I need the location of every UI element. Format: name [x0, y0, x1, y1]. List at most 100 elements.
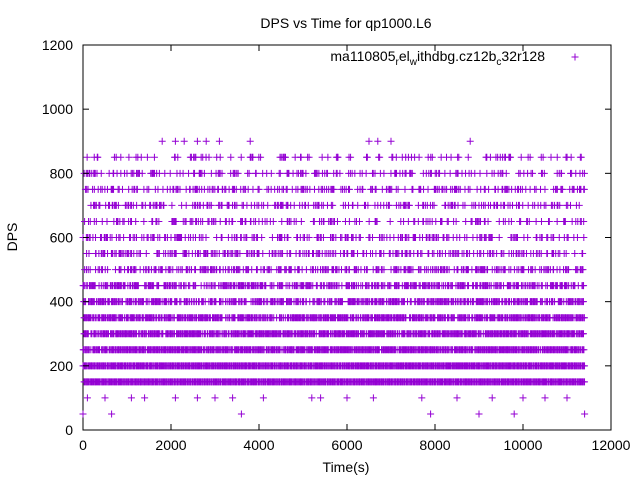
data-point — [101, 394, 109, 402]
x-tick-label: 10000 — [504, 437, 543, 453]
data-point — [579, 250, 587, 258]
data-point — [347, 153, 355, 161]
data-point — [488, 394, 496, 402]
data-point — [541, 394, 549, 402]
data-point — [362, 169, 370, 177]
data-point — [428, 153, 436, 161]
data-point — [580, 169, 588, 177]
series-level-450 — [79, 282, 588, 290]
data-point — [132, 217, 140, 225]
data-point — [387, 137, 395, 145]
x-tick-label: 8000 — [419, 437, 450, 453]
data-point — [559, 185, 567, 193]
chart-title: DPS vs Time for qp1000.L6 — [260, 15, 431, 31]
data-point — [120, 234, 128, 241]
data-point — [317, 394, 325, 402]
data-point — [171, 137, 179, 145]
data-point — [553, 217, 561, 225]
data-point — [346, 185, 354, 193]
data-point — [547, 153, 555, 161]
series-level-200 — [79, 362, 589, 370]
data-point — [418, 394, 426, 402]
data-point — [259, 250, 267, 258]
data-point — [580, 282, 588, 290]
data-point — [567, 153, 575, 161]
data-point — [97, 169, 105, 177]
data-point — [484, 217, 492, 225]
data-point — [118, 185, 126, 193]
data-point — [229, 217, 237, 225]
data-point — [581, 410, 589, 418]
data-point — [392, 153, 400, 161]
data-point — [245, 169, 253, 177]
data-point — [415, 153, 423, 161]
data-point — [380, 169, 388, 177]
data-point — [502, 169, 510, 177]
data-point — [447, 153, 455, 161]
data-point — [324, 153, 332, 161]
data-point — [430, 201, 438, 209]
data-point — [355, 217, 363, 225]
data-point — [539, 153, 547, 161]
data-point — [145, 185, 153, 193]
series-level-600 — [79, 234, 588, 241]
data-point — [517, 153, 525, 161]
data-point — [424, 185, 432, 193]
data-point — [140, 217, 148, 225]
data-point — [510, 410, 518, 418]
data-point — [577, 153, 585, 161]
data-point — [513, 234, 521, 241]
y-tick-label: 0 — [65, 422, 73, 438]
series-level-700 — [87, 201, 583, 209]
data-point — [137, 153, 145, 161]
data-point — [365, 137, 373, 145]
data-point — [524, 234, 532, 241]
data-point — [94, 153, 102, 161]
data-point — [475, 410, 483, 418]
data-point — [529, 169, 537, 177]
data-point — [284, 234, 292, 241]
data-point — [495, 234, 503, 241]
data-point — [103, 217, 111, 225]
data-point — [205, 153, 213, 161]
data-point — [455, 153, 463, 161]
data-point — [363, 153, 371, 161]
data-point — [573, 234, 581, 241]
series-level-800 — [80, 169, 588, 177]
x-tick-label: 12000 — [592, 437, 631, 453]
data-point — [79, 410, 87, 418]
data-point — [545, 217, 553, 225]
data-point — [158, 137, 166, 145]
data-point — [418, 250, 426, 258]
data-point — [246, 137, 254, 145]
data-point — [227, 153, 235, 161]
data-point — [372, 185, 380, 193]
data-point — [258, 234, 266, 241]
series-level-400 — [80, 298, 587, 306]
data-point — [374, 137, 382, 145]
data-point — [108, 410, 116, 418]
series-level-550 — [83, 250, 587, 258]
data-point — [142, 250, 150, 258]
data-point — [561, 217, 569, 225]
series-level-50 — [79, 410, 589, 418]
data-point — [333, 217, 341, 225]
axes: 0 2000 4000 6000 8000 10000 120000200400600800… — [42, 37, 631, 453]
series-level-150 — [80, 378, 589, 386]
x-tick-label: 4000 — [243, 437, 274, 453]
data-point — [267, 169, 275, 177]
data-points — [79, 137, 589, 418]
x-tick-label: 2000 — [155, 437, 186, 453]
data-point — [330, 185, 338, 193]
data-point — [541, 185, 549, 193]
data-point — [259, 394, 267, 402]
data-point — [581, 362, 589, 370]
data-point — [401, 185, 409, 193]
series-level-900 — [158, 137, 474, 145]
data-point — [168, 201, 176, 209]
data-point — [553, 153, 561, 161]
data-point — [334, 153, 342, 161]
data-point — [143, 153, 151, 161]
data-point — [83, 394, 91, 402]
